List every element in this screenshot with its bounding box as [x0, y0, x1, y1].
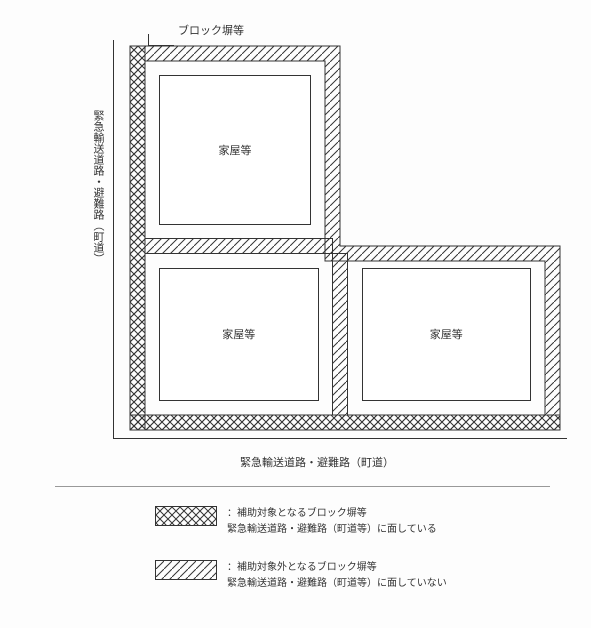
house-label: 家屋等 — [222, 326, 255, 342]
diagram-container: { "callout": { "label": "ブロック塀等" }, "roa… — [0, 0, 591, 628]
legend-line-1: ：補助対象外となるブロック塀等 — [227, 562, 377, 573]
section-divider — [55, 486, 550, 487]
callout-label: ブロック塀等 — [178, 22, 244, 38]
road-line-left — [113, 40, 114, 438]
legend-text: ：補助対象外となるブロック塀等 緊急輸送道路・避難路（町道等）に面していない — [227, 560, 447, 592]
legend-text: ：補助対象となるブロック塀等 緊急輸送道路・避難路（町道等）に面している — [227, 506, 437, 538]
road-label-bottom: 緊急輸送道路・避難路（町道） — [240, 454, 394, 470]
legend-line-2: 緊急輸送道路・避難路（町道等）に面していない — [227, 576, 447, 592]
house-bottom-left: 家屋等 — [159, 268, 319, 402]
legend-line-1: ：補助対象となるブロック塀等 — [227, 508, 367, 519]
callout-leader — [148, 34, 174, 46]
legend-swatch-diaghatch — [155, 560, 217, 580]
road-label-left: 緊急輸送道路・避難路（町道） — [90, 110, 106, 264]
legend-item-ineligible: ：補助対象外となるブロック塀等 緊急輸送道路・避難路（町道等）に面していない — [155, 560, 447, 592]
house-bottom-right: 家屋等 — [362, 268, 532, 402]
legend-line-2: 緊急輸送道路・避難路（町道等）に面している — [227, 522, 437, 538]
road-line-bottom — [113, 438, 567, 439]
legend-item-eligible: ：補助対象となるブロック塀等 緊急輸送道路・避難路（町道等）に面している — [155, 506, 437, 538]
house-top: 家屋等 — [159, 75, 311, 225]
house-label: 家屋等 — [219, 142, 252, 158]
legend-swatch-crosshatch — [155, 506, 217, 526]
house-label: 家屋等 — [430, 326, 463, 342]
